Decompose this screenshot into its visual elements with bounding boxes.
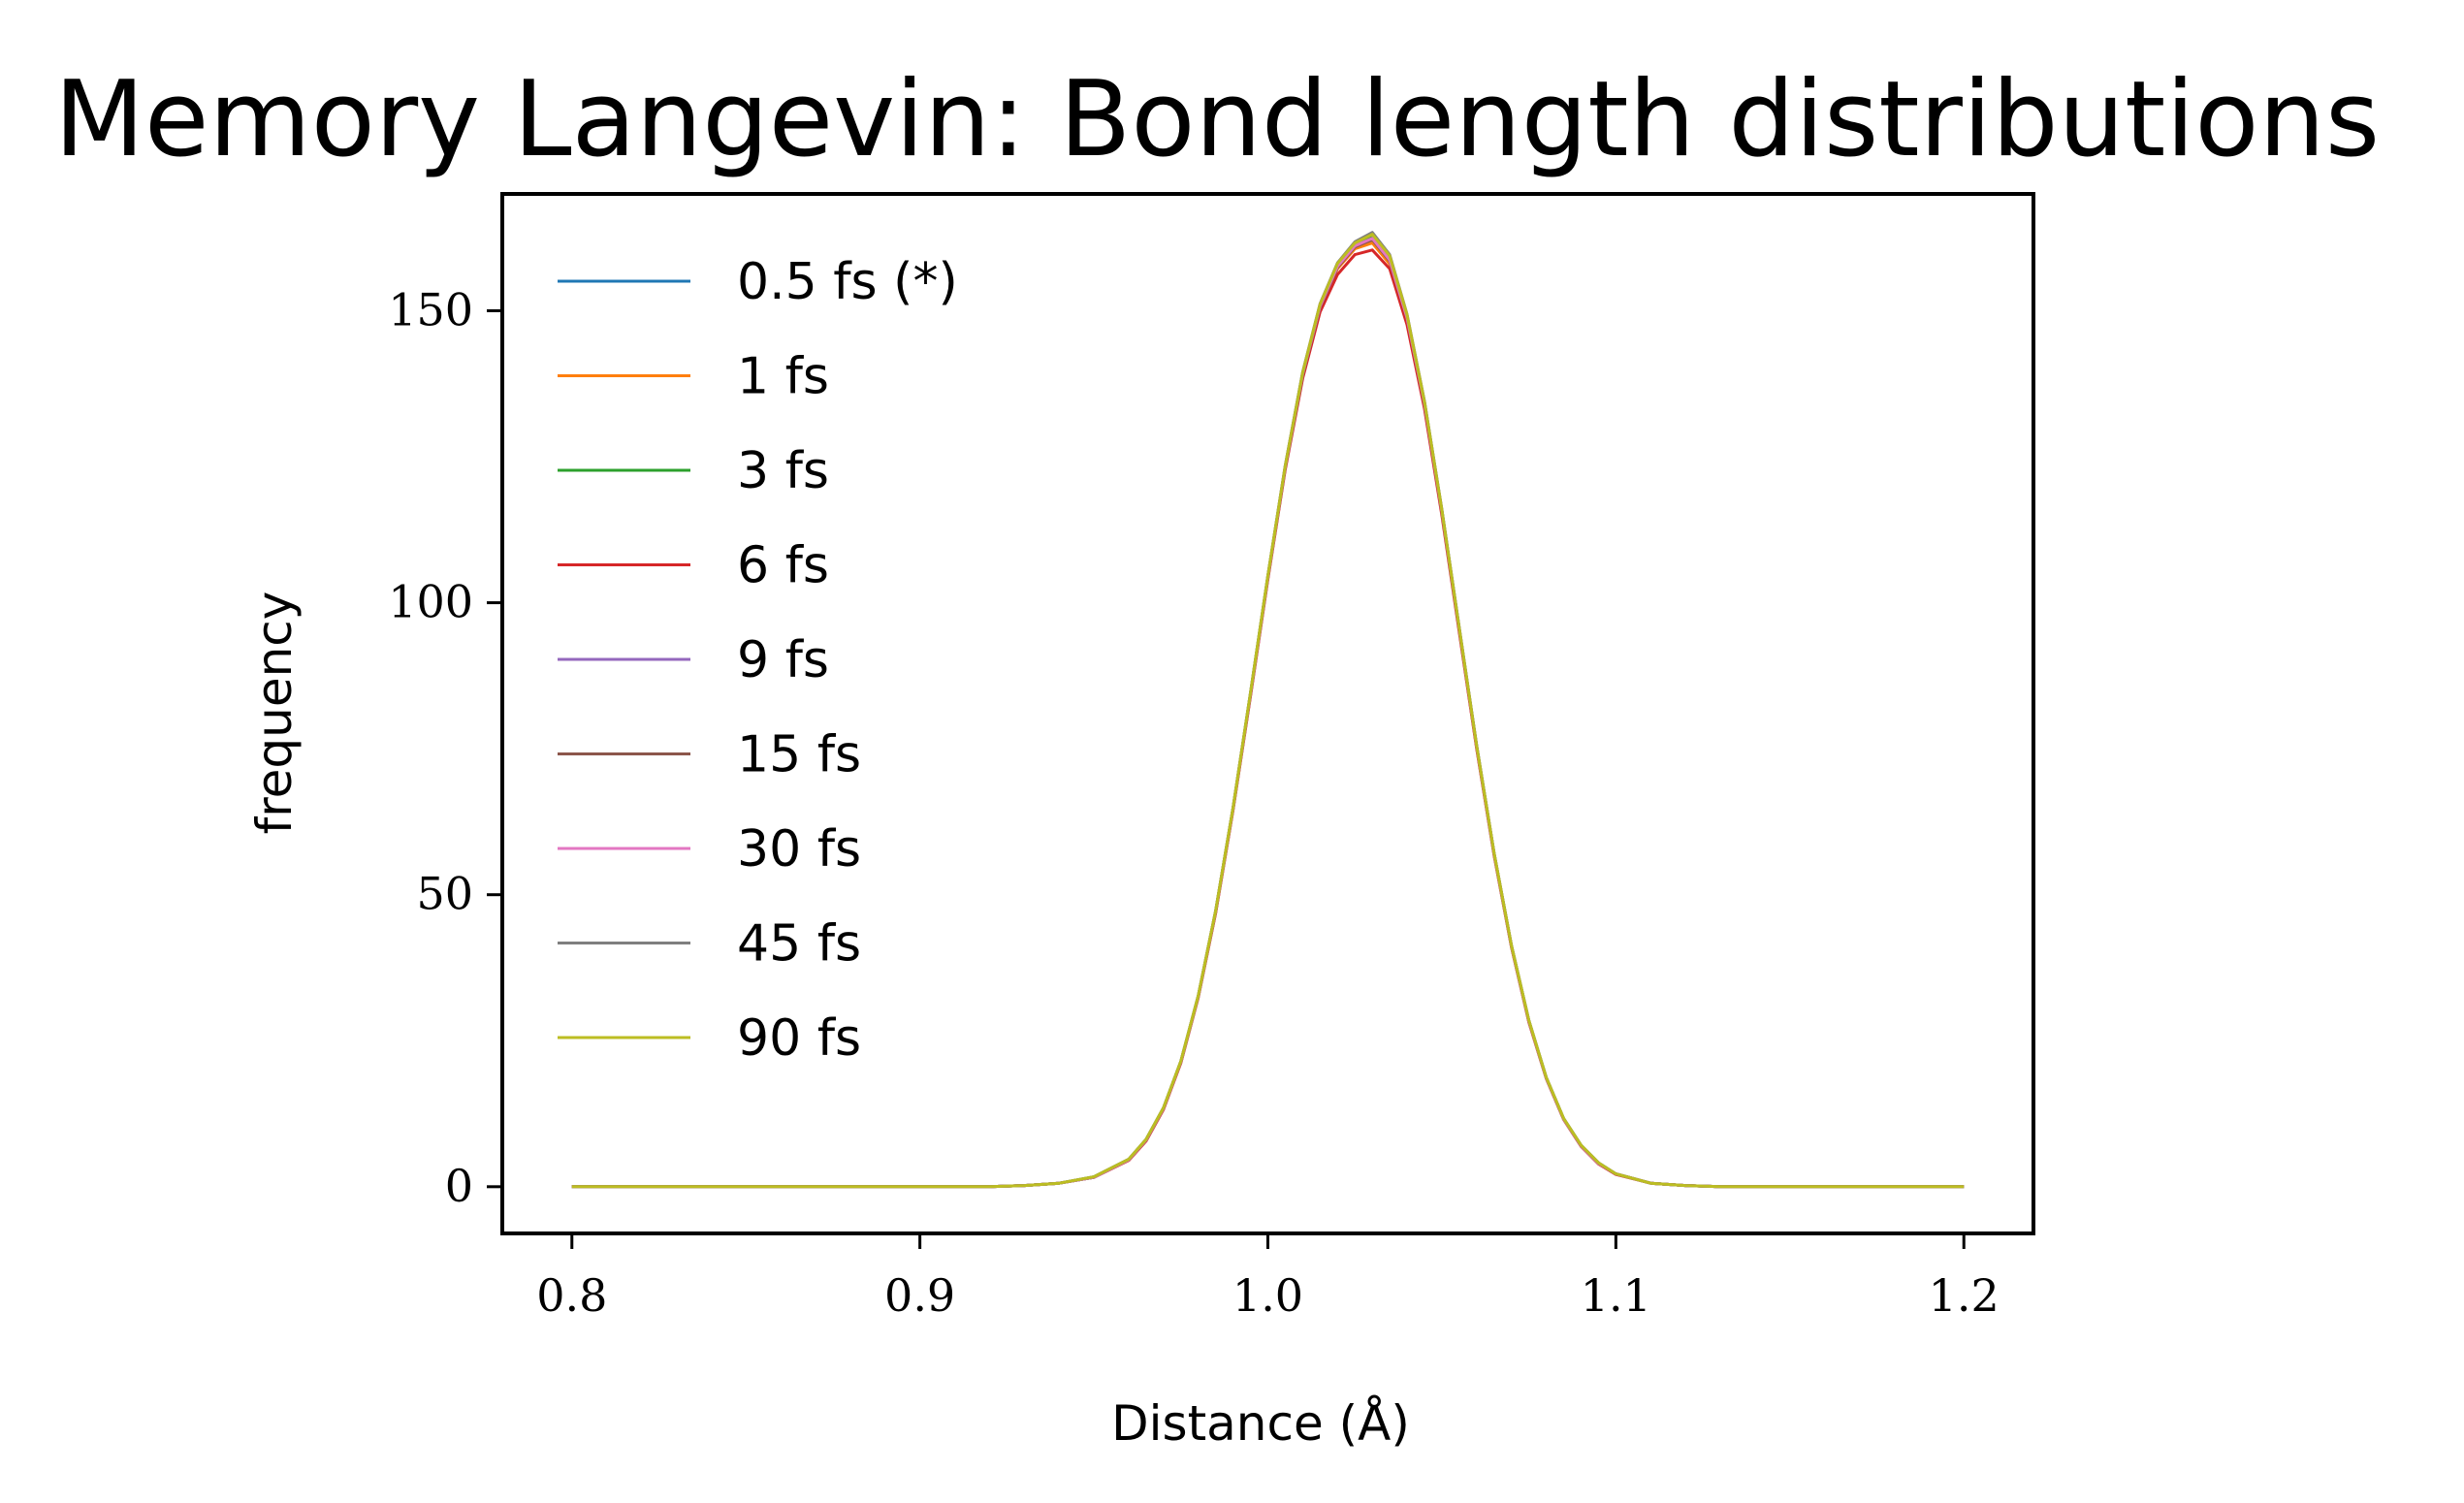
y-tick-label: 150 [388,283,473,336]
y-tick-label: 0 [445,1160,473,1212]
x-tick-label: 0.9 [884,1269,955,1322]
legend-label-2: 3 fs [737,442,829,500]
x-tick-label: 0.8 [536,1269,607,1322]
y-axis: 0 50 100 150 [388,283,502,1212]
y-axis-label: frequency [246,592,303,835]
legend: 0.5 fs (*) 1 fs 3 fs 6 fs 9 fs 15 fs 30 fs 45 f… [558,253,958,1068]
x-tick-label: 1.0 [1232,1269,1303,1322]
axes-frame [500,192,2035,1235]
x-axis: 0.8 0.9 1.0 1.1 1.2 [536,1233,2000,1322]
legend-label-0: 0.5 fs (*) [737,253,958,311]
legend-label-7: 45 fs [737,915,861,974]
x-tick-label: 1.2 [1929,1269,2000,1322]
chart-title: Memory Langevin: Bond length distributio… [54,59,2380,180]
legend-label-1: 1 fs [737,348,829,406]
series-lines [571,231,1965,1189]
y-tick-label: 100 [388,576,473,628]
series-line-8 [571,233,1965,1189]
legend-label-5: 15 fs [737,726,861,784]
legend-label-6: 30 fs [737,820,861,879]
x-tick-label: 1.1 [1581,1269,1651,1322]
legend-label-4: 9 fs [737,631,829,689]
y-tick-label: 50 [416,868,473,920]
x-axis-label: Distance (Å) [1111,1395,1410,1452]
legend-label-3: 6 fs [737,537,829,595]
legend-label-8: 90 fs [737,1009,861,1068]
